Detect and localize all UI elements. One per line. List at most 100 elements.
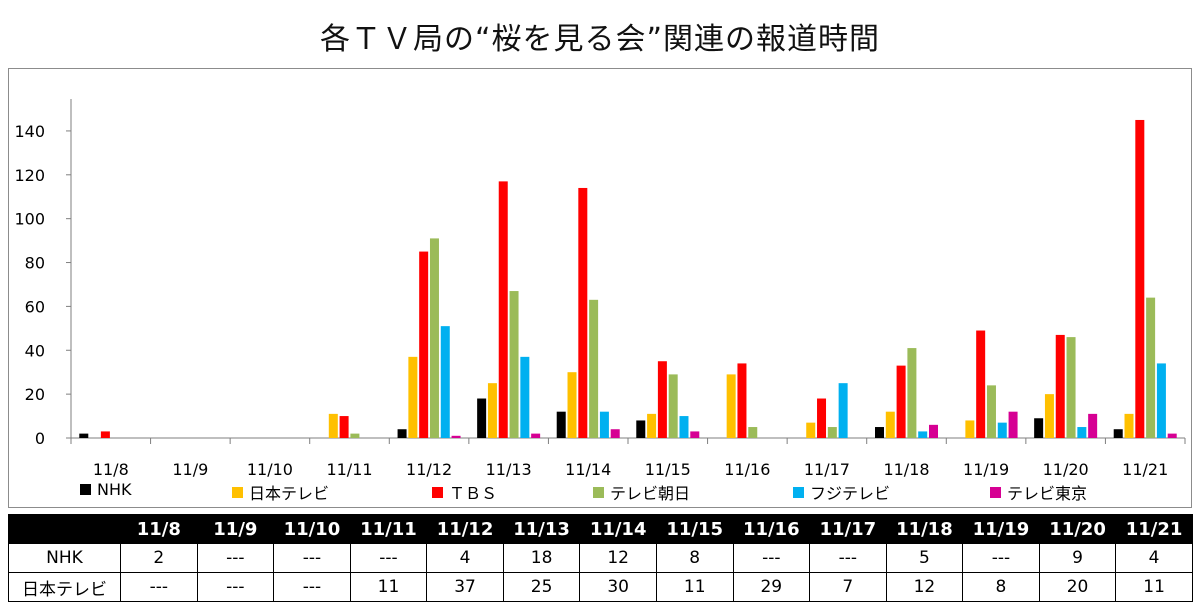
table-cell: 7	[809, 572, 887, 602]
bar	[429, 238, 439, 438]
bar	[599, 411, 609, 438]
bar	[1146, 297, 1156, 438]
bar	[918, 431, 928, 438]
table-cell: 20	[1038, 572, 1117, 602]
bar	[350, 433, 360, 438]
bar	[1167, 433, 1177, 438]
table-header-cell: 11/17	[809, 514, 887, 544]
y-tick-label: 100	[14, 210, 45, 229]
table-cell: 11	[655, 572, 734, 602]
table-cell: ---	[809, 543, 887, 573]
table-header-cell: 11/9	[196, 514, 275, 544]
legend-swatch	[80, 484, 91, 495]
bar	[1044, 394, 1054, 438]
legend-label: ＴＢＳ	[449, 484, 498, 503]
bar	[806, 422, 816, 438]
bar	[610, 429, 620, 438]
table-cell: 25	[502, 572, 581, 602]
table-cell: ---	[273, 572, 351, 602]
bar	[1113, 429, 1123, 438]
x-tick-label: 11/11	[326, 460, 372, 479]
legend-label: NHK	[97, 480, 132, 499]
x-tick-label: 11/19	[963, 460, 1009, 479]
bar	[1077, 427, 1087, 438]
table-header-cell: 11/19	[962, 514, 1040, 544]
bar	[477, 398, 487, 438]
table-cell: 8	[655, 543, 734, 573]
table-header-cell: 11/15	[655, 514, 734, 544]
table-header-cell: 11/21	[1115, 514, 1193, 544]
bar	[556, 411, 566, 438]
table-cell: ---	[120, 572, 198, 602]
table-header-cell: 11/16	[732, 514, 811, 544]
x-tick-label: 11/9	[172, 460, 208, 479]
bar	[419, 251, 429, 438]
bar	[827, 427, 837, 438]
legend-item: フジテレビ	[793, 480, 890, 504]
bar	[885, 411, 895, 438]
table-cell: 4	[1115, 543, 1193, 573]
legend-swatch	[990, 486, 1001, 498]
table-cell: 29	[732, 572, 811, 602]
bar	[440, 326, 450, 438]
bar-chart: 0 20 40 60 80 100 120 140 11/8 11/9 11/10 11/11 11/1…	[14, 99, 1186, 479]
bar	[875, 427, 884, 438]
table-header-row: 11/8 11/9 11/10 11/11 11/12 11/13 11/14 11/15 11…	[8, 514, 1193, 544]
legend-item: NHK	[80, 480, 132, 499]
table-corner-cell	[8, 514, 121, 544]
x-tick-label: 11/8	[93, 460, 129, 479]
chart-title: 各ＴＶ局の“桜を見る会”関連の報道時間	[319, 22, 881, 57]
bar	[1055, 334, 1065, 438]
bar	[328, 413, 338, 438]
bar	[589, 299, 599, 438]
bar	[79, 433, 89, 438]
bar	[1008, 411, 1018, 438]
x-tick-label: 11/20	[1043, 460, 1089, 479]
table-header-cell: 11/12	[426, 514, 504, 544]
bar	[1088, 413, 1098, 438]
table-cell: ---	[196, 572, 275, 602]
bar	[737, 363, 747, 438]
x-tick-label: 11/14	[565, 460, 611, 479]
bar	[657, 361, 667, 438]
table-header-cell: 11/14	[579, 514, 657, 544]
y-tick-label: 140	[14, 122, 45, 141]
table-cell: 11	[349, 572, 428, 602]
table-cell: ---	[273, 543, 351, 573]
table-cell: 12	[579, 543, 657, 573]
table-cell: 9	[1038, 543, 1117, 573]
bar	[1135, 119, 1145, 438]
bar	[636, 420, 646, 438]
legend-item: テレビ朝日	[593, 480, 690, 504]
bar	[520, 356, 530, 438]
bar	[679, 416, 689, 438]
table-cell: 5	[885, 543, 964, 573]
chart-area: 0 20 40 60 80 100 120 140 11/8 11/9 11/10 11/11 11/1…	[8, 68, 1192, 508]
bar	[817, 398, 827, 438]
table-cell: 2	[120, 543, 198, 573]
table-cell: ---	[349, 543, 428, 573]
bar	[986, 385, 996, 438]
bar	[690, 431, 700, 438]
table-header-cell: 11/10	[273, 514, 351, 544]
bar	[647, 413, 657, 438]
legend-item: ＴＢＳ	[432, 480, 497, 504]
table-cell: 37	[426, 572, 504, 602]
bar	[838, 383, 848, 438]
bar	[509, 291, 519, 438]
bar	[929, 424, 938, 438]
table-cell: 30	[579, 572, 657, 602]
table-cell: 12	[885, 572, 964, 602]
bar	[1066, 337, 1076, 438]
data-table: 11/8 11/9 11/10 11/11 11/12 11/13 11/14 11/15 11…	[8, 514, 1193, 602]
bar	[997, 422, 1007, 438]
y-tick-label: 20	[25, 385, 45, 404]
legend-label: 日本テレビ	[249, 484, 330, 503]
x-tick-label: 11/13	[486, 460, 532, 479]
bar	[726, 374, 736, 438]
y-tick-label: 0	[35, 429, 45, 448]
y-tick-label: 40	[25, 341, 45, 360]
bar	[1156, 363, 1166, 438]
bar	[531, 433, 541, 438]
bar	[498, 181, 508, 438]
